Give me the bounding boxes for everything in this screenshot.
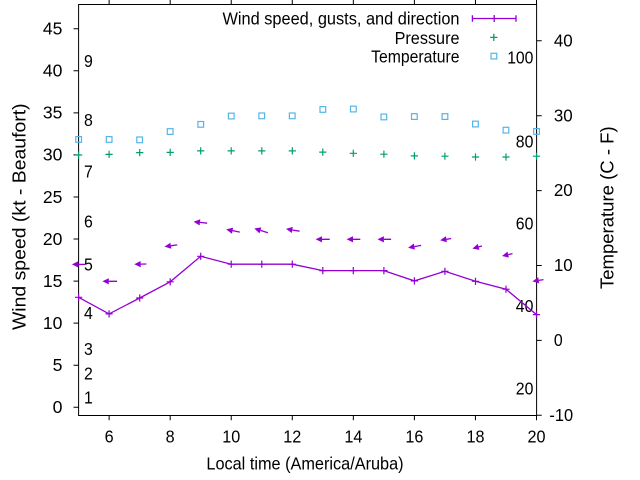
svg-text:30: 30 — [43, 145, 63, 165]
svg-text:30: 30 — [554, 105, 573, 125]
svg-text:3: 3 — [84, 339, 93, 359]
svg-text:15: 15 — [43, 271, 63, 291]
svg-text:14: 14 — [344, 427, 362, 447]
svg-text:9: 9 — [84, 51, 93, 71]
svg-text:40: 40 — [554, 30, 573, 50]
svg-text:10: 10 — [554, 255, 573, 275]
svg-text:Wind speed, gusts, and directi: Wind speed, gusts, and direction — [223, 8, 460, 28]
svg-text:6: 6 — [105, 427, 114, 447]
svg-text:Temperature (C - F): Temperature (C - F) — [596, 126, 617, 289]
svg-text:16: 16 — [405, 427, 423, 447]
svg-text:5: 5 — [53, 355, 63, 375]
svg-text:6: 6 — [84, 212, 93, 232]
svg-text:7: 7 — [84, 161, 93, 181]
svg-text:4: 4 — [84, 303, 93, 323]
svg-text:Wind speed (kt - Beaufort): Wind speed (kt - Beaufort) — [8, 103, 29, 330]
svg-text:20: 20 — [516, 378, 534, 398]
svg-text:60: 60 — [516, 213, 534, 233]
svg-text:Local time (America/Aruba): Local time (America/Aruba) — [206, 453, 403, 473]
svg-text:35: 35 — [43, 103, 63, 123]
svg-text:20: 20 — [528, 427, 546, 447]
svg-text:10: 10 — [43, 313, 63, 333]
svg-text:100: 100 — [507, 48, 533, 68]
svg-text:8: 8 — [84, 110, 93, 130]
svg-text:45: 45 — [43, 19, 63, 39]
svg-text:-10: -10 — [549, 405, 573, 425]
svg-text:20: 20 — [554, 180, 573, 200]
svg-text:Pressure: Pressure — [395, 28, 460, 48]
svg-text:80: 80 — [516, 131, 534, 151]
svg-text:Temperature: Temperature — [371, 46, 459, 66]
svg-text:25: 25 — [43, 187, 63, 207]
svg-text:8: 8 — [166, 427, 175, 447]
svg-text:10: 10 — [222, 427, 240, 447]
svg-text:12: 12 — [283, 427, 301, 447]
svg-text:0: 0 — [554, 330, 563, 350]
svg-text:0: 0 — [53, 397, 63, 417]
svg-text:40: 40 — [43, 61, 63, 81]
svg-text:2: 2 — [84, 364, 93, 384]
svg-text:1: 1 — [84, 387, 93, 407]
svg-text:5: 5 — [84, 254, 93, 274]
svg-text:20: 20 — [43, 229, 63, 249]
svg-text:18: 18 — [466, 427, 484, 447]
